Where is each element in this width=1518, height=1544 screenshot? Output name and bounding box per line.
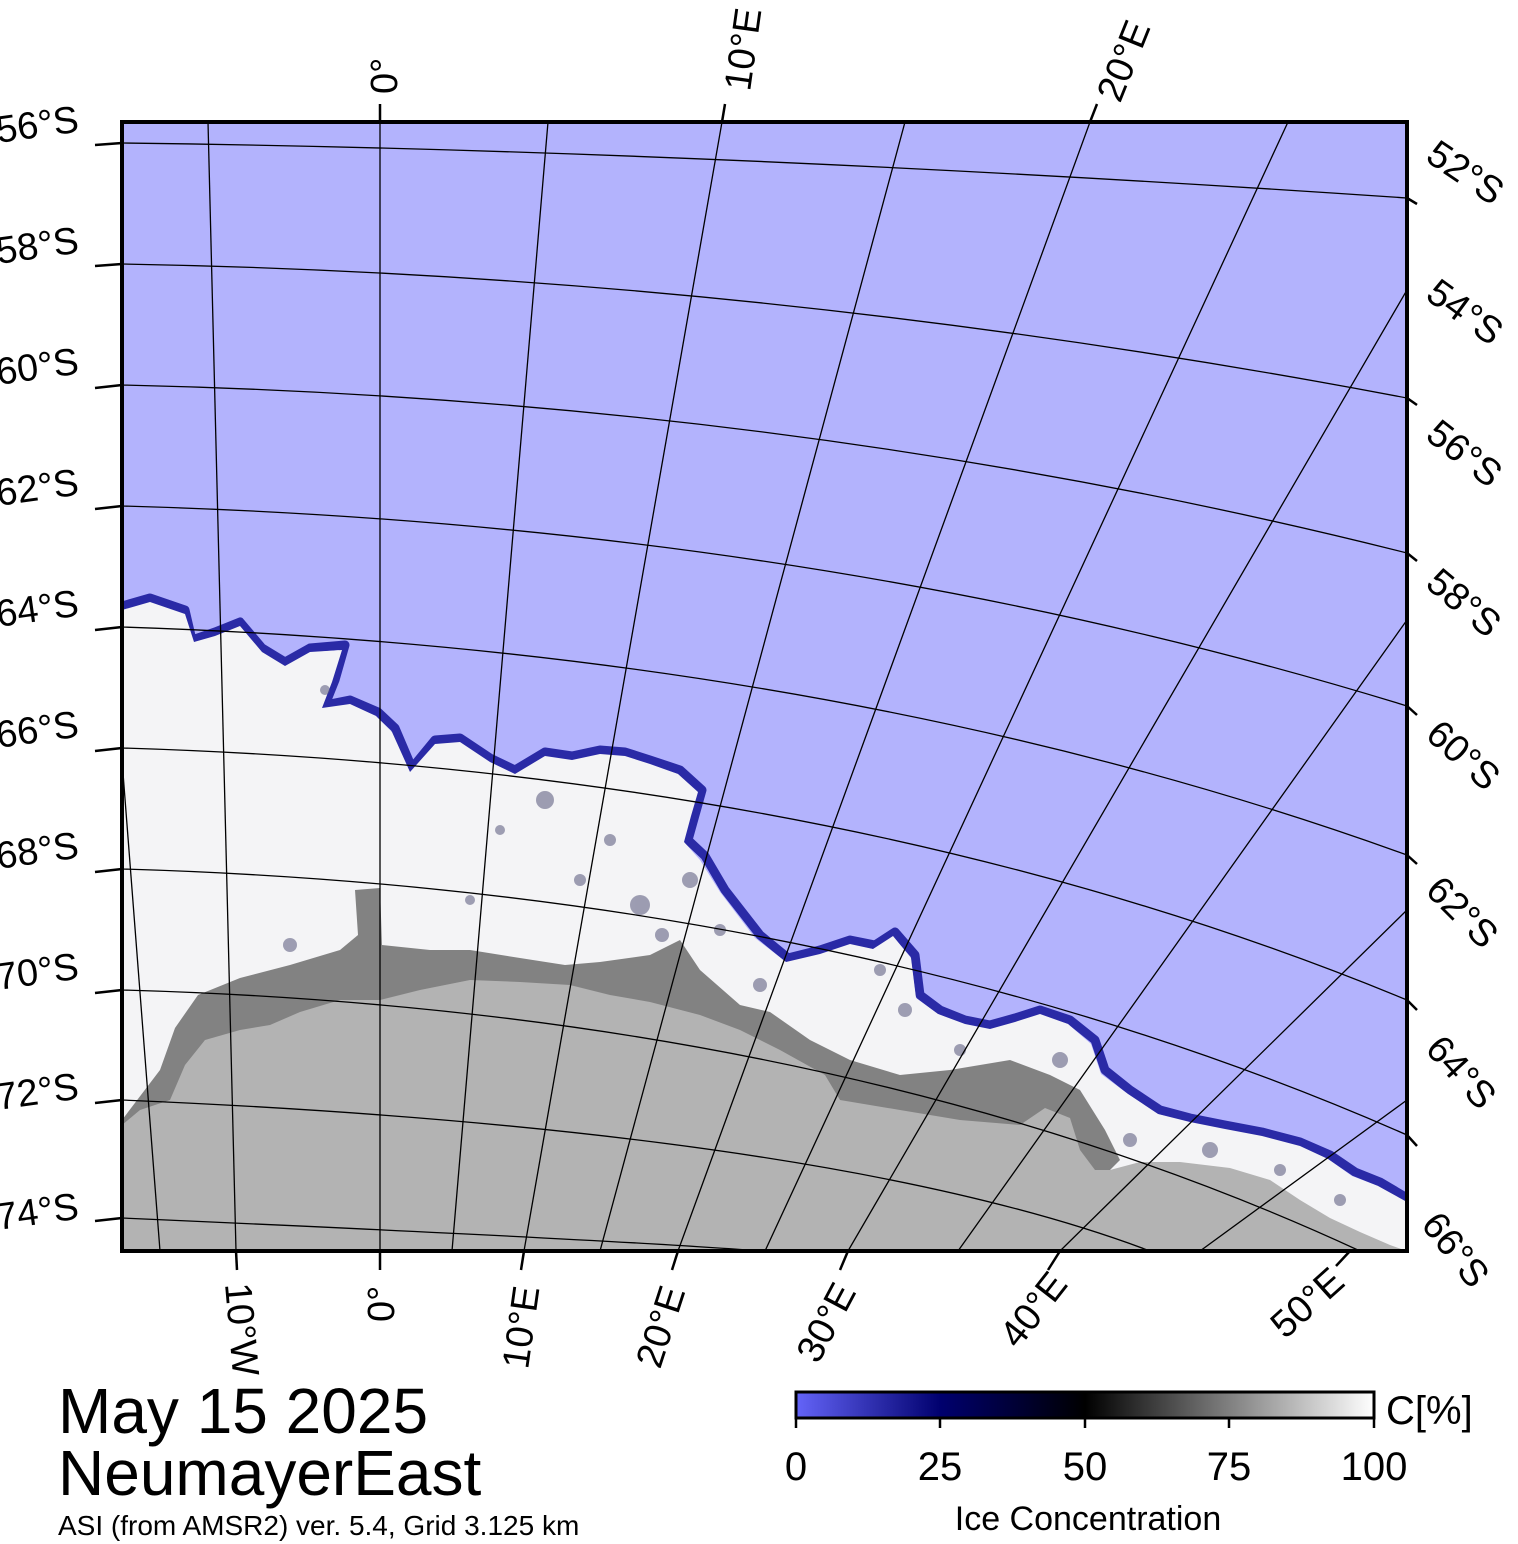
lat-label-right-66: 66°S: [1413, 1205, 1497, 1296]
lon-label-bottom-20e: 20°E: [629, 1281, 695, 1373]
map-data-source: ASI (from AMSR2) ver. 5.4, Grid 3.125 km: [58, 1510, 580, 1541]
graticule-meridian: [847, 289, 1407, 1251]
frame-tick: [1046, 1250, 1062, 1271]
colorbar-tick-25: 25: [918, 1445, 963, 1489]
map-region-name: NeumayerEast: [58, 1437, 482, 1509]
colorbar-tick-marks: [794, 1418, 1376, 1428]
graticule-parallel: [122, 626, 1407, 856]
lat-label-left-62: 62°S: [0, 462, 81, 515]
graticule-meridian: [957, 619, 1407, 1251]
colorbar-tick-75: 75: [1207, 1445, 1252, 1489]
lon-labels-bottom: 10°W 0° 10°E 20°E 30°E 40°E 50°E: [216, 1260, 1353, 1378]
graticule-parallel: [122, 142, 1407, 199]
lon-labels-top: 0° 10°E 20°E: [364, 5, 1159, 107]
graticule-meridian: [764, 122, 1289, 1251]
graticule-parallel: [122, 1217, 761, 1251]
lat-label-right-64: 64°S: [1417, 1028, 1504, 1118]
lat-label-left-56: 56°S: [0, 99, 81, 152]
frame-tick: [1406, 196, 1418, 206]
lon-label-bottom-0: 0°: [361, 1286, 403, 1322]
frame-tick: [94, 383, 123, 390]
lat-label-right-62: 62°S: [1418, 869, 1506, 957]
frame-tick: [1406, 854, 1418, 865]
graticule-parallel: [122, 384, 1407, 554]
frame-ticks: [94, 103, 1418, 1271]
graticule-parallel: [122, 747, 1407, 1001]
lat-label-left-74: 74°S: [0, 1186, 81, 1239]
graticule-parallel: [122, 989, 1361, 1251]
frame-tick: [1406, 705, 1418, 716]
graticule-parallel: [122, 868, 1407, 1136]
graticule-meridian: [523, 122, 723, 1251]
graticule-meridian: [451, 122, 549, 1251]
lon-label-bottom-30e: 30°E: [789, 1276, 865, 1369]
graticule-parallel: [122, 505, 1407, 707]
graticule-meridian: [677, 122, 1091, 1251]
lat-label-left-60: 60°S: [0, 341, 81, 394]
frame-tick: [1406, 1134, 1418, 1147]
lat-labels-left: 56°S 58°S 60°S 62°S 64°S 66°S 68°S 70°S …: [0, 99, 81, 1239]
frame-tick: [94, 625, 123, 632]
lat-label-right-56: 56°S: [1418, 412, 1509, 496]
colorbar-tick-100: 100: [1341, 1445, 1408, 1489]
lon-label-bottom-50e: 50°E: [1263, 1260, 1353, 1347]
frame-tick: [670, 1250, 680, 1271]
frame-tick: [94, 746, 123, 753]
frame-tick: [838, 1250, 850, 1271]
frame-tick: [94, 988, 123, 995]
lon-label-bottom-40e: 40°E: [992, 1264, 1076, 1355]
frame-tick: [94, 1216, 123, 1223]
colorbar-gradient: [794, 1390, 1376, 1420]
graticule-meridian: [207, 122, 237, 1251]
graticule-meridian: [599, 122, 906, 1251]
lat-label-right-52: 52°S: [1419, 133, 1511, 214]
colorbar-tick-50: 50: [1063, 1445, 1108, 1489]
graticule-meridian: [1059, 909, 1407, 1251]
frame-tick: [1406, 552, 1418, 562]
frame-tick: [94, 141, 123, 147]
ice-texture-spots: [283, 685, 1346, 1206]
colorbar-tick-0: 0: [785, 1445, 807, 1489]
colorbar-unit: C[%]: [1386, 1389, 1473, 1433]
lon-label-top-10e: 10°E: [717, 5, 770, 93]
frame-tick: [1088, 103, 1099, 123]
frame-tick: [519, 1250, 526, 1271]
lat-label-left-64: 64°S: [0, 583, 81, 636]
lon-label-bottom-10w: 10°W: [216, 1281, 266, 1378]
lat-label-right-58: 58°S: [1418, 561, 1508, 646]
colorbar-title: Ice Concentration: [955, 1500, 1222, 1538]
frame-tick: [94, 1098, 123, 1105]
map-frame: [120, 120, 1409, 1253]
lat-label-left-72: 72°S: [0, 1066, 81, 1119]
frame-tick: [1406, 999, 1418, 1011]
frame-tick: [94, 504, 123, 511]
frame-tick: [94, 867, 123, 874]
frame-tick: [234, 1250, 239, 1271]
lat-label-left-68: 68°S: [0, 825, 81, 878]
graticule-parallel: [122, 1099, 1151, 1251]
lat-label-left-70: 70°S: [0, 946, 81, 999]
lon-label-bottom-10e: 10°E: [495, 1283, 548, 1371]
frame-tick: [1406, 396, 1418, 407]
frame-tick: [1335, 1250, 1351, 1267]
frame-tick: [720, 103, 727, 123]
map-date: May 15 2025: [58, 1375, 429, 1447]
graticule-meridian: [122, 759, 161, 1251]
lat-label-left-66: 66°S: [0, 704, 81, 757]
land: [122, 980, 1407, 1251]
graticule: [122, 122, 1407, 1251]
graticule-parallel: [122, 263, 1407, 399]
lon-label-top-20e: 20°E: [1089, 15, 1159, 108]
colorbar: C[%] 0 25 50 75 100 Ice Concentration: [785, 1389, 1473, 1538]
lat-label-left-58: 58°S: [0, 220, 81, 273]
lat-label-right-54: 54°S: [1419, 271, 1511, 354]
lon-label-top-0: 0°: [364, 58, 406, 94]
frame-tick: [94, 262, 123, 268]
graticule-meridian: [1199, 1099, 1407, 1251]
ice-edge-band: [122, 593, 1407, 1202]
lat-label-right-60: 60°S: [1418, 712, 1508, 799]
lat-labels-right: 52°S 54°S 56°S 58°S 60°S 62°S 64°S 66°S: [1413, 133, 1511, 1296]
